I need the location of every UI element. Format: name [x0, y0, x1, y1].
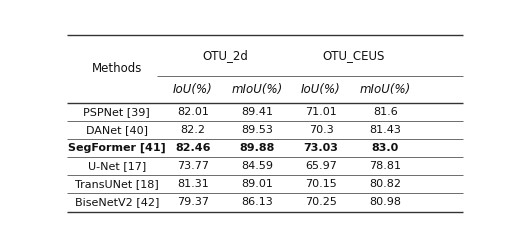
Text: PSPNet [39]: PSPNet [39] — [83, 107, 150, 117]
Text: 86.13: 86.13 — [241, 197, 273, 207]
Text: DANet [40]: DANet [40] — [86, 125, 148, 135]
Text: 82.2: 82.2 — [180, 125, 205, 135]
Text: U-Net [17]: U-Net [17] — [87, 161, 146, 171]
Text: 89.53: 89.53 — [241, 125, 273, 135]
Text: 81.43: 81.43 — [369, 125, 401, 135]
Text: mIoU(%): mIoU(%) — [231, 83, 283, 96]
Text: mIoU(%): mIoU(%) — [359, 83, 411, 96]
Text: 89.88: 89.88 — [239, 143, 275, 153]
Text: 70.15: 70.15 — [305, 179, 337, 189]
Text: 83.0: 83.0 — [372, 143, 399, 153]
Text: 78.81: 78.81 — [369, 161, 401, 171]
Text: 73.03: 73.03 — [303, 143, 339, 153]
Text: 80.98: 80.98 — [369, 197, 401, 207]
Text: IoU(%): IoU(%) — [173, 83, 212, 96]
Text: BiseNetV2 [42]: BiseNetV2 [42] — [74, 197, 159, 207]
Text: 80.82: 80.82 — [369, 179, 401, 189]
Text: 70.3: 70.3 — [309, 125, 333, 135]
Text: OTU_2d: OTU_2d — [202, 49, 248, 62]
Text: 70.25: 70.25 — [305, 197, 337, 207]
Text: 79.37: 79.37 — [177, 197, 209, 207]
Text: 82.46: 82.46 — [175, 143, 210, 153]
Text: 81.6: 81.6 — [373, 107, 398, 117]
Text: IoU(%): IoU(%) — [301, 83, 341, 96]
Text: 73.77: 73.77 — [177, 161, 209, 171]
Text: 71.01: 71.01 — [305, 107, 337, 117]
Text: TransUNet [18]: TransUNet [18] — [75, 179, 159, 189]
Text: 84.59: 84.59 — [241, 161, 273, 171]
Text: SegFormer [41]: SegFormer [41] — [68, 143, 165, 153]
Text: 89.41: 89.41 — [241, 107, 273, 117]
Text: Methods: Methods — [92, 62, 142, 75]
Text: OTU_CEUS: OTU_CEUS — [322, 49, 384, 62]
Text: 89.01: 89.01 — [241, 179, 273, 189]
Text: 65.97: 65.97 — [305, 161, 337, 171]
Text: 81.31: 81.31 — [177, 179, 209, 189]
Text: 82.01: 82.01 — [177, 107, 209, 117]
